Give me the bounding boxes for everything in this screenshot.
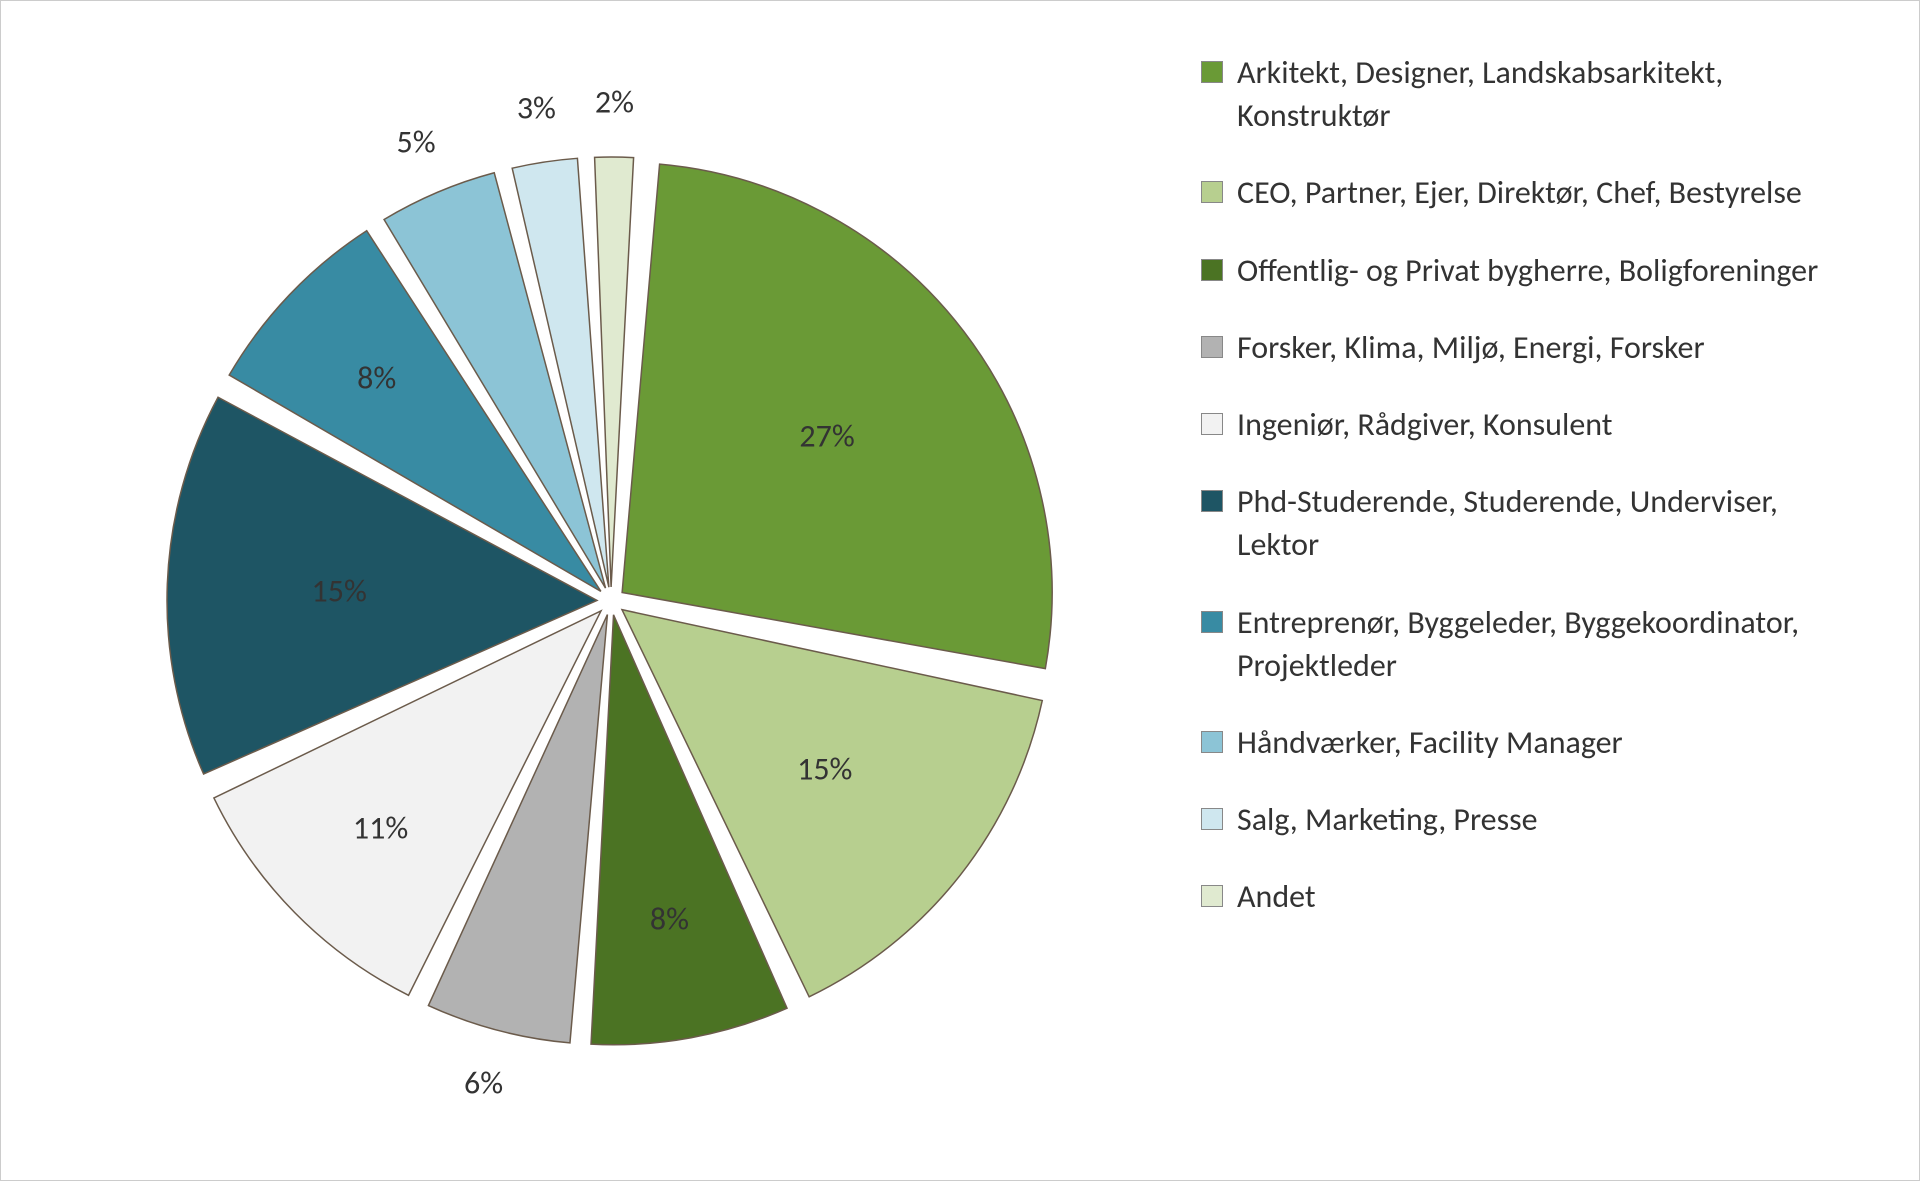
legend-label: Ingeniør, Rådgiver, Konsulent — [1237, 403, 1612, 446]
pie-chart: 27% 15% 8% 6% 11% 15% 8% 5% 3% 2% — [61, 41, 1161, 1141]
slice-percent-label: 15% — [312, 571, 367, 610]
slice-percent-label: 3% — [517, 88, 556, 127]
legend-swatch — [1201, 808, 1223, 830]
slice-percent-label: 15% — [797, 750, 852, 789]
legend-item: Ingeniør, Rådgiver, Konsulent — [1201, 403, 1837, 446]
slice-percent-label: 5% — [396, 122, 435, 161]
legend-label: Andet — [1237, 875, 1316, 918]
legend-item: Håndværker, Facility Manager — [1201, 721, 1837, 764]
slice-percent-label: 8% — [357, 358, 396, 397]
legend-swatch — [1201, 336, 1223, 358]
legend-label: Phd-Studerende, Studerende, Underviser, … — [1237, 480, 1837, 566]
pie-svg — [61, 41, 1161, 1141]
legend-item: Phd-Studerende, Studerende, Underviser, … — [1201, 480, 1837, 566]
slice-percent-label: 8% — [650, 900, 689, 939]
legend-label: CEO, Partner, Ejer, Direktør, Chef, Best… — [1237, 171, 1802, 214]
legend-item: CEO, Partner, Ejer, Direktør, Chef, Best… — [1201, 171, 1837, 214]
legend-swatch — [1201, 259, 1223, 281]
legend-item: Andet — [1201, 875, 1837, 918]
legend-swatch — [1201, 181, 1223, 203]
legend-swatch — [1201, 731, 1223, 753]
legend-item: Entreprenør, Byggeleder, Byggekoordinato… — [1201, 601, 1837, 687]
legend-item: Offentlig- og Privat bygherre, Boligfore… — [1201, 249, 1837, 292]
legend-item: Salg, Marketing, Presse — [1201, 798, 1837, 841]
legend-label: Salg, Marketing, Presse — [1237, 798, 1538, 841]
legend: Arkitekt, Designer, Landskabsarkitekt, K… — [1161, 41, 1837, 918]
legend-swatch — [1201, 490, 1223, 512]
legend-swatch — [1201, 885, 1223, 907]
slice-percent-label: 6% — [464, 1064, 503, 1103]
chart-container: 27% 15% 8% 6% 11% 15% 8% 5% 3% 2% Arkitekt, Desig… — [1, 1, 1919, 1180]
legend-swatch — [1201, 413, 1223, 435]
legend-label: Offentlig- og Privat bygherre, Boligfore… — [1237, 249, 1818, 292]
legend-swatch — [1201, 61, 1223, 83]
slice-percent-label: 11% — [353, 809, 408, 848]
legend-label: Arkitekt, Designer, Landskabsarkitekt, K… — [1237, 51, 1837, 137]
slice-percent-label: 2% — [595, 83, 634, 122]
legend-item: Forsker, Klima, Miljø, Energi, Forsker — [1201, 326, 1837, 369]
legend-swatch — [1201, 611, 1223, 633]
legend-item: Arkitekt, Designer, Landskabsarkitekt, K… — [1201, 51, 1837, 137]
legend-label: Entreprenør, Byggeleder, Byggekoordinato… — [1237, 601, 1837, 687]
legend-label: Forsker, Klima, Miljø, Energi, Forsker — [1237, 326, 1705, 369]
slice-percent-label: 27% — [799, 416, 854, 455]
legend-label: Håndværker, Facility Manager — [1237, 721, 1623, 764]
